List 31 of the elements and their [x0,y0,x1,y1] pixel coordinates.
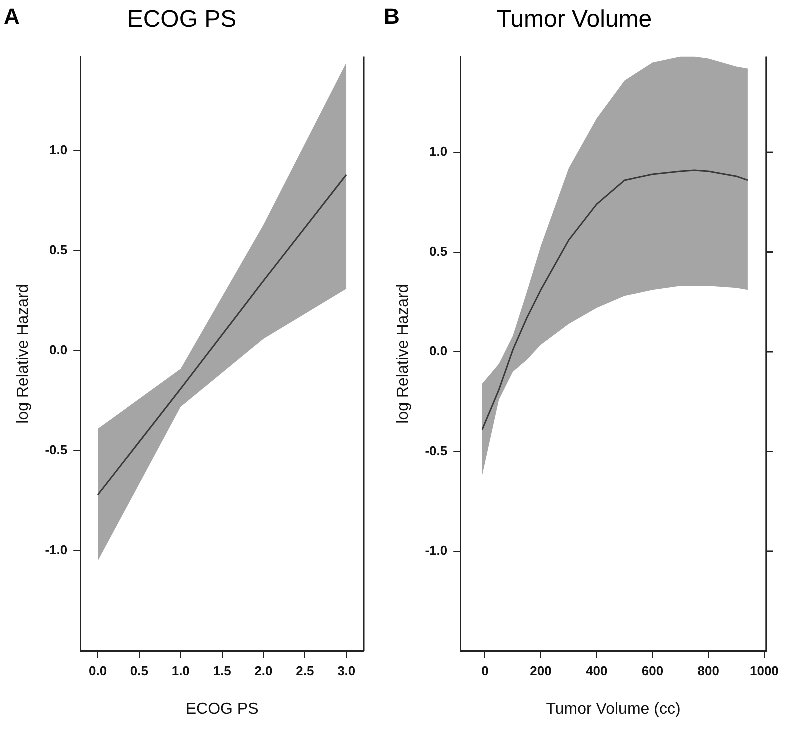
x-tick-label: 1.0 [172,664,190,679]
x-axis-title: Tumor Volume (cc) [546,700,681,718]
x-tick-label: 1.5 [213,664,232,679]
x-tick-label: 1000 [750,664,779,679]
chart-title: Tumor Volume [496,6,652,34]
x-tick-label: 0 [482,664,489,679]
x-tick-label: 2.5 [296,664,314,679]
y-tick-label: 0.0 [430,344,448,359]
x-tick-label: 0.5 [130,664,148,679]
x-axis-title: ECOG PS [186,700,259,718]
y-tick-label: -1.0 [45,542,68,558]
x-tick-label: 0.0 [88,664,108,679]
x-tick-label: 2.0 [254,664,273,679]
x-tick-label: 400 [586,664,608,679]
y-axis-title: log Relative Hazard [15,284,32,424]
y-tick-label: 0.0 [50,342,68,358]
y-tick-label: -1.0 [425,543,448,558]
y-tick-label: -0.5 [425,443,448,458]
x-tick-label: 200 [530,664,552,679]
text: B [384,4,400,30]
chart-title: ECOG PS [127,6,237,34]
text: A [4,4,20,30]
y-tick-label: 1.0 [430,144,448,160]
y-tick-label: 0.5 [430,244,448,259]
y-tick-label: 1.0 [50,142,68,158]
y-axis-title: log Relative Hazard [395,284,412,424]
x-tick-label: 3.0 [338,664,356,679]
x-tick-label: 800 [698,664,720,679]
y-tick-label: -0.5 [45,442,68,458]
x-tick-label: 600 [642,664,664,679]
y-tick-label: 0.5 [50,242,68,258]
